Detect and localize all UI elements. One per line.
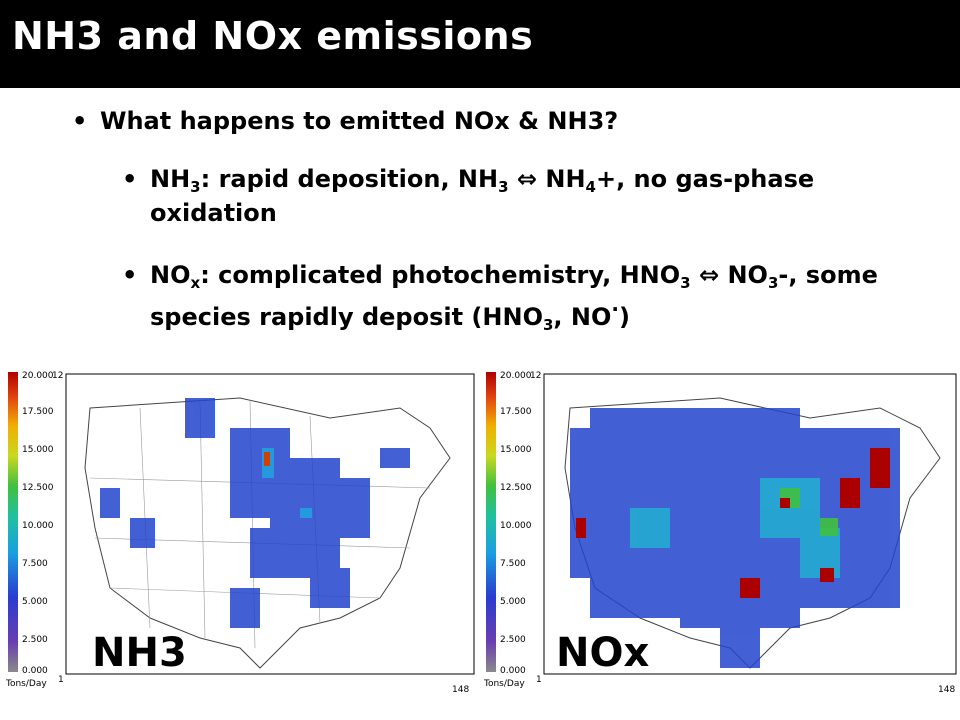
text: NO <box>150 261 191 289</box>
subscript: 3 <box>498 178 509 196</box>
colorbar-tick: 7.500 <box>500 559 526 569</box>
colorbar-tick: 10.000 <box>22 521 54 531</box>
colorbar-top-right: 12 <box>52 371 63 381</box>
colorbar-tick: 5.000 <box>22 597 48 607</box>
colorbar-top-right: 12 <box>530 371 541 381</box>
colorbar-tick: 10.000 <box>500 521 532 531</box>
colorbar-unit: Tons/Day <box>5 679 47 689</box>
double-arrow-icon: ⇔ <box>690 261 728 289</box>
colorbar-tick: 17.500 <box>22 407 54 417</box>
bullet-main-text: What happens to emitted NOx & NH3? <box>100 107 619 135</box>
subscript: 3 <box>767 274 779 292</box>
bullet-main: • What happens to emitted NOx & NH3? <box>72 104 619 138</box>
colorbar-tick: 20.000 <box>22 371 54 381</box>
axis-end: 148 <box>938 685 955 694</box>
colorbar-tick: 2.500 <box>22 635 48 645</box>
nh3-map-graphic: 20.000 12 17.500 15.000 12.500 10.000 7.… <box>5 371 475 695</box>
subscript: 3 <box>680 274 691 292</box>
map-label-nh3: NH3 <box>92 630 187 676</box>
text: , NO <box>553 303 612 331</box>
text: NH <box>150 165 191 193</box>
bullet-dot-icon: • <box>122 261 138 289</box>
bullet-nh3: • NH3: rapid deposition, NH3 ⇔ NH4+, no … <box>122 162 940 230</box>
subscript: 3 <box>542 316 554 334</box>
axis-start: 1 <box>536 675 542 685</box>
colorbar-tick: 7.500 <box>22 559 48 569</box>
text: -, some species rapidly deposit (HNO <box>150 261 878 331</box>
subscript: x <box>190 274 201 292</box>
text: : complicated photochemistry, HNO <box>200 261 681 289</box>
axis-end: 148 <box>452 685 469 694</box>
high-emission-pixels <box>576 448 890 598</box>
colorbar-tick: 2.500 <box>500 635 526 645</box>
nox-map-graphic: 20.000 12 17.500 15.000 12.500 10.000 7.… <box>483 371 957 695</box>
superscript: · <box>611 297 619 321</box>
colorbar-tick: 15.000 <box>500 445 532 455</box>
text: +, no gas-phase oxidation <box>150 165 815 227</box>
subscript: 4 <box>585 178 596 196</box>
subscript: 3 <box>190 178 201 196</box>
colorbar-tick: 12.500 <box>500 483 532 493</box>
slide-title: NH3 and NOx emissions <box>12 14 534 58</box>
text: NH <box>545 165 586 193</box>
colorbar-tick: 5.000 <box>500 597 526 607</box>
colorbar-tick: 12.500 <box>22 483 54 493</box>
bullet-dot-icon: • <box>122 165 138 193</box>
colorbar <box>486 372 496 672</box>
colorbar <box>8 372 18 672</box>
colorbar-unit: Tons/Day <box>483 679 525 689</box>
nox-emission-map: 20.000 12 17.500 15.000 12.500 10.000 7.… <box>480 368 960 695</box>
text: NO <box>727 261 768 289</box>
bullet-dot-icon: • <box>72 107 88 135</box>
colorbar-tick: 0.000 <box>22 666 48 676</box>
double-arrow-icon: ⇔ <box>508 165 546 193</box>
colorbar-tick: 20.000 <box>500 371 532 381</box>
colorbar-tick: 15.000 <box>22 445 54 455</box>
axis-start: 1 <box>58 675 64 685</box>
colorbar-tick: 17.500 <box>500 407 532 417</box>
nh3-emission-map: 20.000 12 17.500 15.000 12.500 10.000 7.… <box>0 368 476 695</box>
emission-pixels <box>100 398 410 628</box>
text: ) <box>618 303 630 331</box>
title-bar: NH3 and NOx emissions <box>0 0 960 88</box>
map-label-nox: NOx <box>556 630 650 676</box>
bullet-nox: • NOx: complicated photochemistry, HNO3 … <box>122 258 940 334</box>
text: : rapid deposition, NH <box>200 165 499 193</box>
colorbar-tick: 0.000 <box>500 666 526 676</box>
